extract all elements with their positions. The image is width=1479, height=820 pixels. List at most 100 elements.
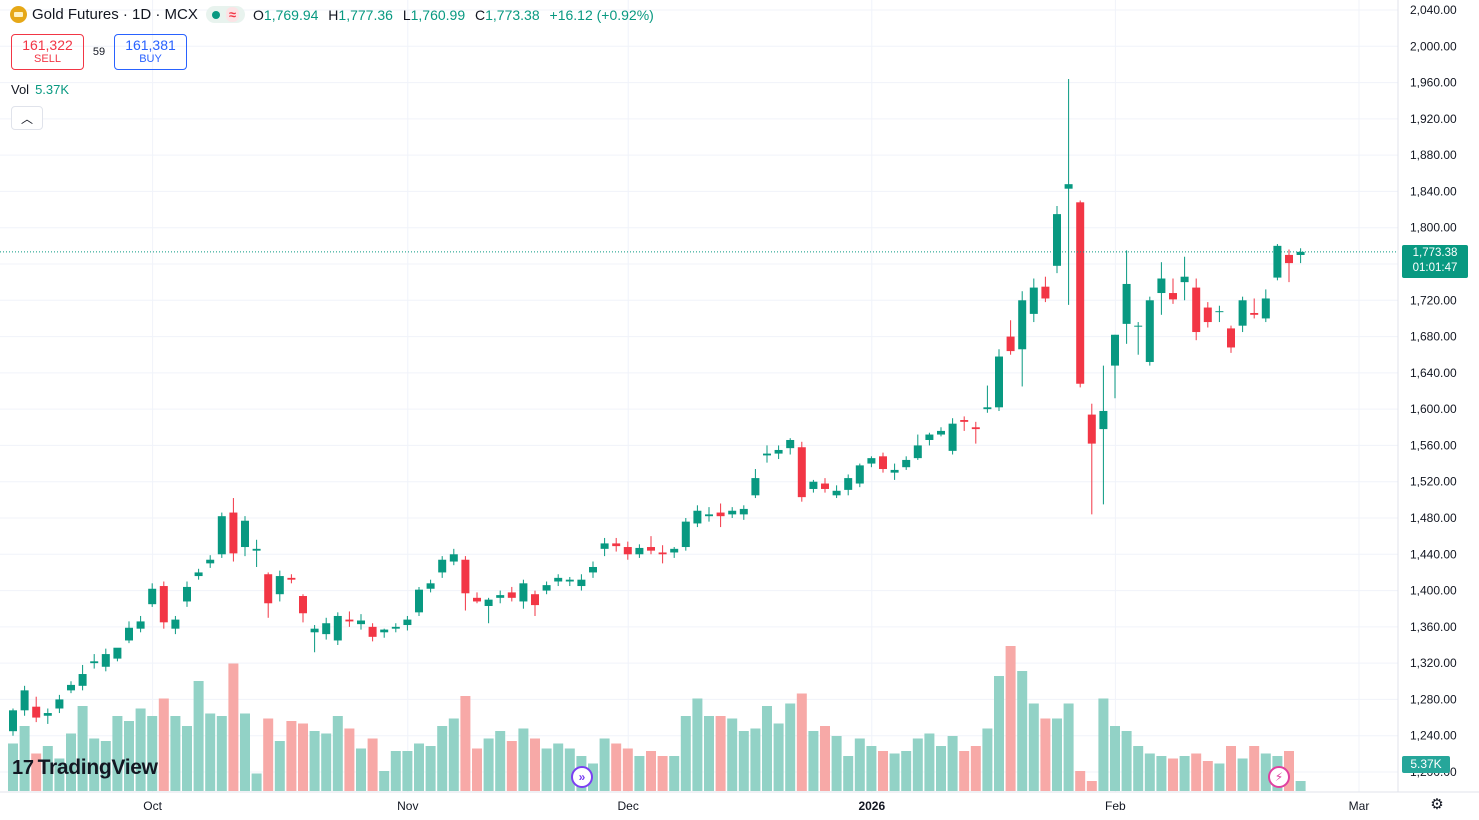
candle-body <box>705 514 713 517</box>
settings-gear-icon[interactable]: ⚙ <box>1430 796 1444 813</box>
price-tick-label: 1,280.00 <box>1410 692 1457 706</box>
time-tick-label: Mar <box>1349 799 1370 813</box>
candle-body <box>890 469 899 473</box>
candle-body <box>194 572 203 577</box>
candles <box>9 78 1305 736</box>
candle-body <box>1145 300 1154 362</box>
volume-bar <box>1075 771 1086 791</box>
volume-bar <box>402 751 413 791</box>
symbol-header: Gold Futures · 1D · MCX ≈ O1,769.94 H1,7… <box>10 6 660 23</box>
volume-bar <box>657 756 668 791</box>
candle-body <box>519 583 528 602</box>
candle-body <box>252 548 261 551</box>
candle-body <box>9 710 17 732</box>
volume-bar <box>808 731 819 791</box>
volume-bar <box>530 738 540 791</box>
symbol-title[interactable]: Gold Futures · 1D · MCX <box>10 6 198 23</box>
delayed-data-icon: ≈ <box>225 7 240 22</box>
price-tick-label: 2,000.00 <box>1410 39 1457 53</box>
volume-bar <box>820 726 830 791</box>
volume-bar <box>669 756 680 791</box>
collapse-legend-button[interactable]: ︿ <box>11 106 43 130</box>
volume-bar <box>158 698 169 791</box>
candle-body <box>1076 202 1085 384</box>
volume-bar <box>1086 781 1097 791</box>
candle-body <box>380 629 389 633</box>
volume-bar <box>112 716 123 791</box>
volume-bar <box>298 723 308 791</box>
candle-body <box>113 647 122 659</box>
candle-body <box>125 627 133 641</box>
buy-price: 161,381 <box>125 37 176 53</box>
high-value: 1,777.36 <box>338 6 393 23</box>
volume-bar <box>1284 751 1294 791</box>
trade-panel: 161,322 SELL 59 161,381 BUY <box>11 34 187 70</box>
volume-bar <box>216 716 227 791</box>
price-tick-label: 1,920.00 <box>1410 112 1457 126</box>
volume-bar <box>843 756 854 791</box>
close-label: C <box>475 6 486 23</box>
volume-bar <box>414 743 424 791</box>
candle-body <box>299 596 307 614</box>
volume-bar <box>1098 698 1109 791</box>
volume-bar <box>715 716 726 791</box>
candle-body <box>322 623 331 635</box>
price-tick-label: 1,680.00 <box>1410 330 1457 344</box>
volume-bar <box>77 706 88 791</box>
sell-button[interactable]: 161,322 SELL <box>11 34 84 70</box>
chevron-up-icon: ︿ <box>20 111 33 126</box>
candle-body <box>136 621 145 629</box>
candle-body <box>937 430 945 435</box>
volume-bar <box>588 763 598 791</box>
volume-bar <box>89 738 100 791</box>
volume-bar <box>970 746 981 791</box>
candle-body <box>241 520 249 548</box>
market-status[interactable]: ≈ <box>205 6 246 23</box>
volume-bar <box>1237 758 1248 791</box>
volume-bar <box>1156 756 1167 791</box>
candle-body <box>728 510 737 515</box>
candle-body <box>473 597 481 602</box>
volume-bar <box>1144 753 1155 791</box>
volume-bar <box>1191 753 1202 791</box>
buy-button[interactable]: 161,381 BUY <box>114 34 187 70</box>
volume-bar <box>1028 703 1039 791</box>
candle-body <box>496 595 505 598</box>
volume-bar <box>646 751 656 791</box>
candle-body <box>554 577 563 582</box>
volume-bar <box>437 726 448 791</box>
price-tick-label: 1,880.00 <box>1410 148 1457 162</box>
candle-body <box>264 574 273 604</box>
flash-event-icon[interactable]: ⚡ <box>1268 766 1290 788</box>
volume-bar <box>135 708 146 791</box>
candle-body <box>1261 298 1270 319</box>
price-tick-label: 1,400.00 <box>1410 584 1457 598</box>
volume-bar <box>959 751 970 791</box>
dividend-event-icon[interactable]: » <box>571 766 593 788</box>
tradingview-logo[interactable]: 17 TradingView <box>12 756 158 780</box>
candle-body <box>913 445 922 459</box>
volume-bar <box>947 736 958 791</box>
candle-body <box>739 508 748 515</box>
volume-bar <box>460 696 471 791</box>
candle-body <box>449 554 458 562</box>
volume-legend[interactable]: Vol 5.37K <box>11 82 69 97</box>
volume-bar <box>599 738 610 791</box>
candle-body <box>275 576 284 595</box>
volume-bar <box>263 718 274 791</box>
volume-bar <box>1133 746 1144 791</box>
volume-bar <box>1214 763 1225 791</box>
volume-bar <box>854 738 865 791</box>
candle-body <box>925 434 934 440</box>
volume-bar <box>124 721 134 791</box>
price-tick-label: 1,240.00 <box>1410 729 1457 743</box>
volume-bar <box>367 738 378 791</box>
candle-body <box>821 483 829 489</box>
volume-bar <box>1063 703 1074 791</box>
candle-body <box>1099 410 1108 430</box>
candle-body <box>1180 276 1189 283</box>
candle-body <box>357 620 365 625</box>
candle-body <box>658 552 667 555</box>
volume-bar <box>692 698 703 791</box>
